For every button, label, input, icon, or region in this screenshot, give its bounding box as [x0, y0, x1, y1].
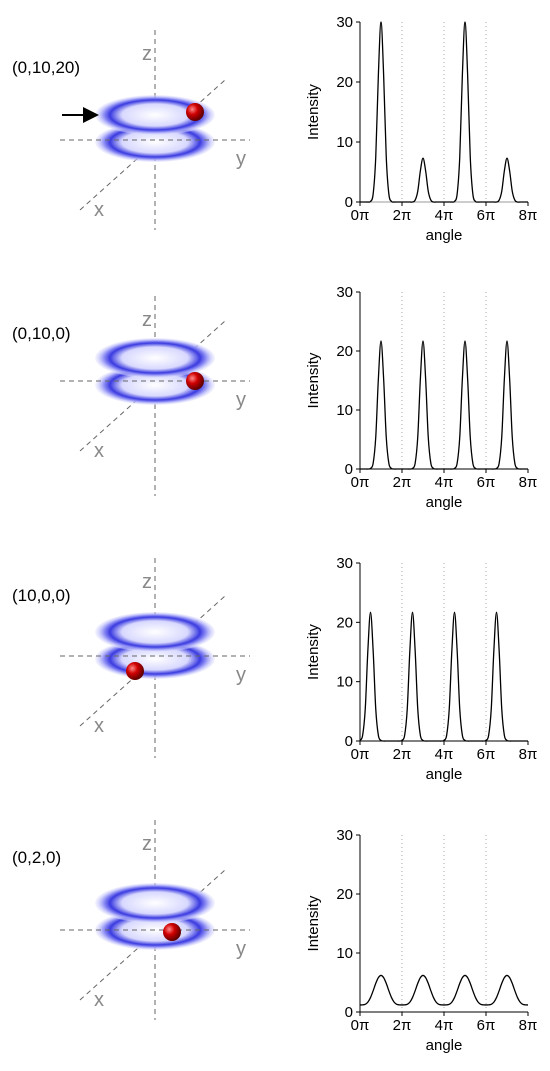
disc — [95, 338, 215, 378]
x-tick-label: 4π — [435, 746, 454, 763]
y-tick-label: 30 — [336, 827, 353, 844]
x-tick-label: 6π — [477, 1017, 496, 1034]
axis-label: y — [236, 664, 246, 686]
axis-label: x — [94, 715, 104, 737]
line — [360, 340, 528, 470]
x-tick-label: 8π — [519, 746, 538, 763]
x-tick-label: 4π — [435, 474, 454, 491]
line — [359, 21, 528, 203]
x-tick-label: 2π — [393, 1017, 412, 1034]
diagram: (10,0,0) z y x — [12, 558, 250, 758]
y-tick-label: 20 — [336, 614, 353, 631]
particle — [126, 662, 144, 680]
y-tick-label: 10 — [336, 674, 353, 691]
x-tick-label: 0π — [351, 746, 370, 763]
y-tick-label: 0 — [345, 194, 353, 211]
x-axis — [79, 595, 226, 727]
axis-label: z — [142, 43, 152, 65]
x-axis-title: angle — [426, 766, 463, 783]
disc — [95, 612, 215, 652]
particle — [186, 372, 204, 390]
y-tick-label: 0 — [345, 461, 353, 478]
y-tick-label: 20 — [336, 343, 353, 360]
y-tick-label: 0 — [345, 733, 353, 750]
diagram: (0,2,0) z y x — [12, 820, 250, 1020]
x-axis-title: angle — [426, 1037, 463, 1054]
x-tick-label: 0π — [351, 1017, 370, 1034]
axis-label: z — [142, 309, 152, 331]
x-axis — [79, 79, 226, 211]
axis-label: y — [236, 938, 246, 960]
x-tick-label: 8π — [519, 1017, 538, 1034]
position-label: (0,10,0) — [12, 324, 71, 343]
axis-label: x — [94, 440, 104, 462]
y-axis-title: Intensity — [305, 84, 322, 140]
y-tick-label: 30 — [336, 555, 353, 572]
y-tick-label: 30 — [336, 284, 353, 301]
x-axis-title: angle — [426, 227, 463, 244]
x-tick-label: 0π — [351, 207, 370, 224]
x-tick-label: 2π — [393, 746, 412, 763]
x-tick-label: 4π — [435, 1017, 454, 1034]
x-tick-label: 2π — [393, 207, 412, 224]
y-tick-label: 10 — [336, 402, 353, 419]
y-tick-label: 0 — [345, 1004, 353, 1021]
y-axis-title: Intensity — [305, 352, 322, 408]
axis-label: z — [142, 571, 152, 593]
position-label: (0,10,20) — [12, 58, 80, 77]
axis-label: z — [142, 833, 152, 855]
y-tick-label: 10 — [336, 945, 353, 962]
particle — [186, 103, 204, 121]
y-tick-label: 20 — [336, 74, 353, 91]
x-tick-label: 2π — [393, 474, 412, 491]
y-tick-label: 10 — [336, 134, 353, 151]
x-tick-label: 4π — [435, 207, 454, 224]
disc — [95, 95, 215, 135]
position-label: (10,0,0) — [12, 586, 71, 605]
y-tick-label: 30 — [336, 14, 353, 31]
x-tick-label: 0π — [351, 474, 370, 491]
line — [359, 974, 529, 1006]
diagram: (0,10,0) z y x — [12, 296, 250, 496]
position-label: (0,2,0) — [12, 848, 61, 867]
disc — [95, 883, 215, 923]
particle — [163, 923, 181, 941]
y-tick-label: 20 — [336, 886, 353, 903]
axis-label: y — [236, 389, 246, 411]
x-axis-title: angle — [426, 494, 463, 511]
y-axis-title: Intensity — [305, 895, 322, 951]
line — [359, 611, 528, 742]
x-tick-label: 6π — [477, 207, 496, 224]
x-axis — [79, 320, 226, 452]
x-tick-label: 6π — [477, 474, 496, 491]
axis-label: x — [94, 199, 104, 221]
axis-label: y — [236, 148, 246, 170]
x-tick-label: 8π — [519, 207, 538, 224]
diagram: (0,10,20) z y x — [12, 30, 250, 230]
x-tick-label: 8π — [519, 474, 538, 491]
x-tick-label: 6π — [477, 746, 496, 763]
y-axis-title: Intensity — [305, 624, 322, 680]
axis-label: x — [94, 989, 104, 1011]
